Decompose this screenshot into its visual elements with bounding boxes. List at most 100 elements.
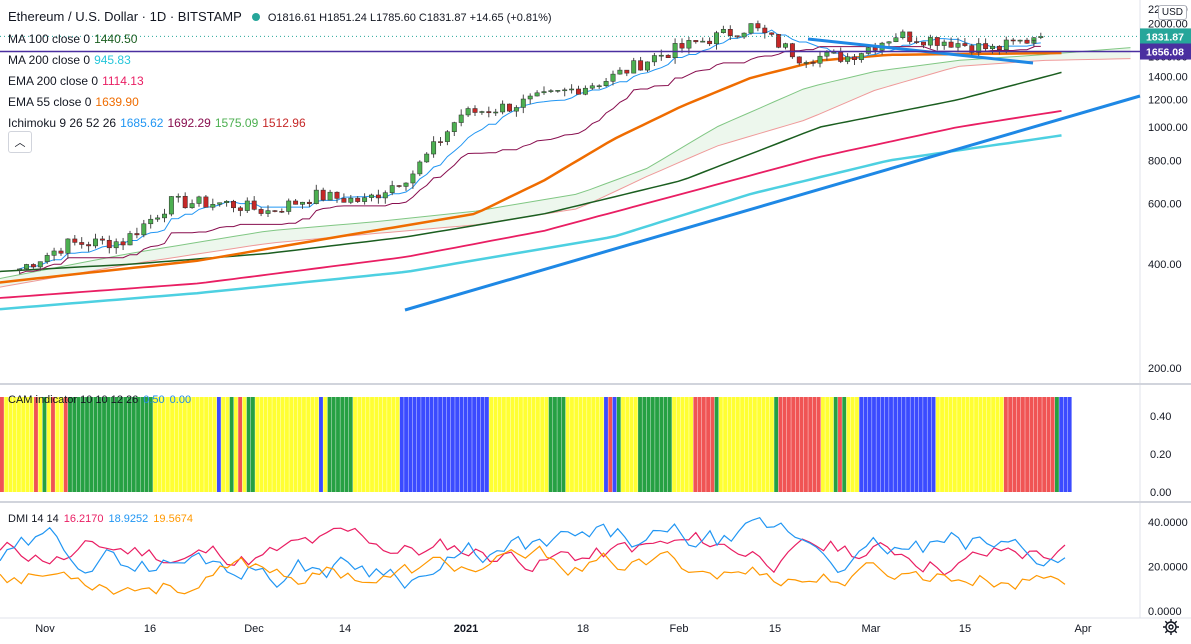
cam-bar: [710, 397, 715, 492]
symbol-row: Ethereum / U.S. Dollar · 1D · BITSTAMP O1…: [8, 6, 552, 29]
gear-icon[interactable]: [1163, 619, 1179, 635]
cam-bar: [778, 397, 783, 492]
cam-bar: [199, 397, 204, 492]
candle-body: [444, 131, 450, 142]
candle-body: [852, 56, 857, 60]
cam-bar: [306, 397, 311, 492]
support-trendline[interactable]: [404, 94, 1141, 312]
candle-body: [941, 41, 947, 46]
cam-bar: [412, 397, 417, 492]
cam-bar: [723, 397, 728, 492]
cam-bar: [259, 397, 264, 492]
cam-bar: [765, 397, 770, 492]
candle-body: [168, 196, 174, 215]
cam-bar: [510, 397, 515, 492]
candle-body: [810, 62, 816, 64]
currency-button[interactable]: USD: [1157, 5, 1187, 20]
cam-bar: [297, 397, 302, 492]
indicator-ichimoku[interactable]: Ichimoku 9 26 52 26 1685.62 1692.29 1575.09…: [8, 113, 552, 134]
cam-bar: [582, 397, 587, 492]
indicator-ma100[interactable]: MA 100 close 0 1440.50: [8, 29, 552, 50]
cam-bar: [399, 397, 404, 492]
cam-bar: [752, 397, 757, 492]
candle-body: [375, 194, 381, 199]
cam-bar: [531, 397, 536, 492]
cam-bar: [838, 397, 842, 492]
candle-body: [224, 200, 230, 203]
cam-bar: [761, 397, 766, 492]
cam-bar: [931, 397, 936, 492]
cam-bar: [961, 397, 966, 492]
cam-bar: [731, 397, 736, 492]
cam-bar: [791, 397, 796, 492]
cam-bar: [80, 397, 85, 492]
cam-bar: [523, 397, 528, 492]
indicator-ma200[interactable]: MA 200 close 0 945.83: [8, 50, 552, 71]
price-tick-label: 800.00: [1148, 155, 1182, 167]
cam-bar: [701, 397, 706, 492]
cam-bar: [978, 397, 983, 492]
cam-bar: [850, 397, 855, 492]
cam-bar: [484, 397, 489, 492]
candle-body: [79, 242, 85, 245]
cam-bar: [1067, 397, 1072, 492]
indicator-value: 945.83: [94, 53, 131, 67]
market-status-icon: [251, 13, 260, 21]
cam-tick-label: 0.00: [1150, 487, 1171, 499]
cam-bar: [667, 397, 672, 492]
cam-bar: [131, 397, 136, 492]
collapse-legend-button[interactable]: ︿: [8, 131, 32, 153]
candle-body: [617, 69, 623, 75]
symbol-title[interactable]: Ethereum / U.S. Dollar · 1D · BITSTAMP: [8, 9, 242, 24]
cam-bar: [165, 397, 170, 492]
cam-bar: [527, 397, 532, 492]
candle-body: [603, 81, 609, 87]
cam-bar: [680, 397, 685, 492]
indicator-ema200[interactable]: EMA 200 close 0 1114.13: [8, 71, 552, 92]
cam-bar: [697, 397, 702, 492]
candle-body: [306, 201, 312, 204]
cam-bar: [974, 397, 979, 492]
cam-bar: [1003, 397, 1008, 492]
candle-body: [403, 182, 409, 187]
candle-body: [99, 238, 105, 241]
cam-bar: [76, 397, 81, 492]
cam-bar: [102, 397, 106, 492]
cam-bar: [174, 397, 179, 492]
cam-bar: [89, 397, 94, 492]
candle-body: [451, 122, 457, 132]
cam-bar: [85, 397, 89, 492]
cam-legend[interactable]: CAM indicator 10 10 12 26 0.50 0.00: [8, 394, 191, 406]
candle-body: [217, 202, 223, 205]
candle-body: [486, 111, 492, 114]
candle-body: [548, 90, 554, 92]
cam-bar: [991, 397, 996, 492]
cam-bar: [782, 397, 787, 492]
cam-label: CAM indicator 10 10 12 26: [8, 394, 139, 406]
cam-bar: [391, 397, 396, 492]
time-tick-label: Dec: [244, 623, 264, 635]
cam-bar: [944, 397, 949, 492]
cam-bar: [114, 397, 119, 492]
candle-body: [645, 61, 650, 71]
candle-body: [672, 43, 678, 59]
dmi-tick-label: 0.0000: [1148, 606, 1182, 618]
candle-body: [686, 40, 692, 49]
candle-body: [576, 88, 581, 95]
cam-bar: [336, 397, 340, 492]
dmi-label: DMI 14 14: [8, 513, 59, 525]
cam-bar: [501, 397, 506, 492]
cam-bar: [799, 397, 804, 492]
cam-bar: [353, 397, 357, 492]
cam-bar: [693, 397, 698, 492]
cam-bar: [957, 397, 961, 492]
cam-bar: [225, 397, 230, 492]
cam-bar: [331, 397, 336, 492]
candle-body: [562, 89, 568, 92]
indicator-ema55[interactable]: EMA 55 close 0 1639.90: [8, 92, 552, 113]
dmi-legend[interactable]: DMI 14 14 16.2170 18.9252 19.5674: [8, 513, 193, 525]
ma-line-ma-200-close-0: [0, 134, 1062, 311]
cam-bar: [833, 397, 838, 492]
